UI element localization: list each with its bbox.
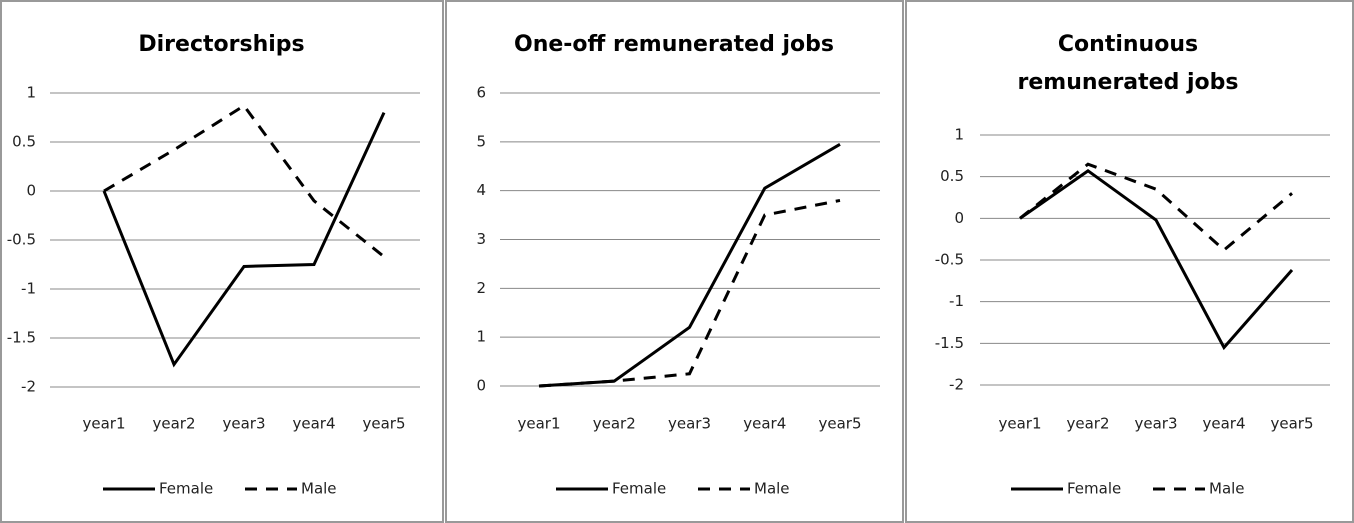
y-tick-label: -0.5	[7, 231, 36, 249]
y-tick-label: 5	[476, 132, 486, 150]
x-tick-label: year2	[1066, 415, 1109, 433]
x-tick-label: year2	[152, 415, 195, 433]
x-tick-label: year1	[517, 415, 560, 433]
y-tick-label: 4	[476, 181, 486, 199]
chart-title: One-off remunerated jobs	[514, 32, 834, 57]
legend-label: Male	[1209, 480, 1245, 498]
series-line	[538, 142, 841, 388]
chart-title: Directorships	[138, 32, 305, 57]
y-tick-label: 6	[476, 84, 486, 102]
y-tick-label: -0.5	[935, 251, 964, 269]
legend-label: Female	[1067, 480, 1121, 498]
legend-label: Female	[159, 480, 213, 498]
y-tick-label: 0.5	[12, 133, 36, 151]
y-tick-label: -1.5	[7, 329, 36, 347]
y-tick-label: -1	[949, 292, 964, 310]
y-tick-label: 0.5	[940, 167, 964, 185]
series-line	[102, 111, 386, 368]
x-tick-label: year5	[362, 415, 405, 433]
series-line	[103, 103, 385, 258]
x-tick-label: year1	[998, 415, 1041, 433]
series-line	[538, 198, 841, 388]
panel	[905, 0, 1354, 523]
panel	[445, 0, 904, 523]
y-tick-label: -1.5	[935, 334, 964, 352]
panel	[0, 0, 444, 523]
y-tick-label: 2	[476, 279, 486, 297]
x-tick-label: year1	[82, 415, 125, 433]
series-line	[1019, 162, 1293, 252]
y-tick-label: -2	[949, 376, 964, 394]
x-tick-label: year4	[292, 415, 335, 433]
y-tick-label: 1	[954, 126, 964, 144]
y-tick-label: 1	[476, 328, 486, 346]
y-tick-label: 0	[476, 377, 486, 395]
y-tick-label: -2	[21, 378, 36, 396]
x-tick-label: year4	[743, 415, 786, 433]
x-tick-label: year2	[593, 415, 636, 433]
y-tick-label: 3	[476, 230, 486, 248]
y-tick-label: 1	[26, 84, 36, 102]
chart-title: Continuous remunerated jobs	[1017, 32, 1239, 95]
y-tick-label: 0	[954, 209, 964, 227]
legend-label: Male	[301, 480, 337, 498]
x-tick-label: year3	[668, 415, 711, 433]
y-tick-label: -1	[21, 280, 36, 298]
x-tick-label: year5	[818, 415, 861, 433]
legend-label: Female	[612, 480, 666, 498]
x-tick-label: year4	[1202, 415, 1245, 433]
legend-label: Male	[754, 480, 790, 498]
x-tick-label: year3	[222, 415, 265, 433]
x-tick-label: year5	[1270, 415, 1313, 433]
y-tick-label: 0	[26, 182, 36, 200]
series-line	[1019, 168, 1294, 351]
x-tick-label: year3	[1134, 415, 1177, 433]
